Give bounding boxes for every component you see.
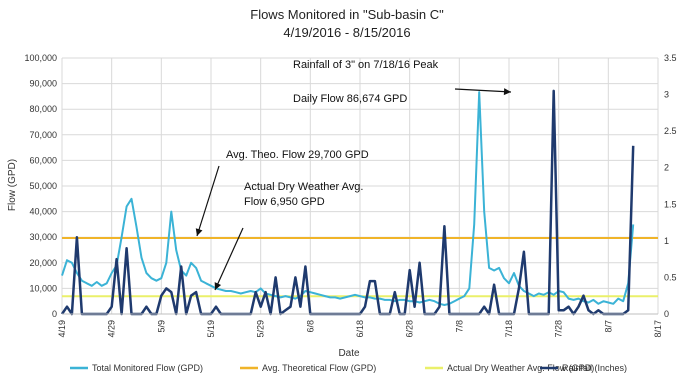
x-tick-label: 6/8 (305, 320, 315, 333)
annotation-peak-line-1: Rainfall of 3" on 7/18/16 Peak (293, 59, 439, 71)
y-tick-label: 80,000 (29, 104, 57, 114)
series-line-total-monitored-flow (61, 91, 635, 306)
annotation-dry-arrowhead (214, 282, 222, 290)
x-tick-label: 5/19 (206, 320, 216, 338)
annotation-peak-arrow (454, 88, 512, 93)
x-tick-label: 6/18 (355, 320, 365, 338)
y-tick-label: 10,000 (29, 283, 57, 293)
annotation-theo-arrow (196, 165, 220, 237)
y2-tick-label: 2 (664, 163, 669, 173)
x-tick-label: 6/28 (405, 320, 415, 338)
y-axis-label: Flow (GPD) (7, 159, 18, 211)
y2-tick-label: 0 (664, 309, 669, 319)
x-tick-label: 5/29 (256, 320, 266, 338)
y2-tick-label: 1 (664, 236, 669, 246)
legend-label: Actual Dry Weather Avg. Flow (GPD) (447, 363, 594, 373)
legend-label: Total Monitored Flow (GPD) (92, 363, 203, 373)
x-tick-label: 4/29 (107, 320, 117, 338)
y-tick-label: 40,000 (29, 207, 57, 217)
annotation-theo-line-1: Avg. Theo. Flow 29,700 GPD (226, 149, 369, 161)
y2-tick-label: 3.5 (664, 53, 677, 63)
chart-subtitle: 4/19/2016 - 8/15/2016 (283, 25, 410, 40)
annotations: Rainfall of 3" on 7/18/16 Peak Daily Flow… (195, 59, 512, 291)
y-tick-label: 60,000 (29, 155, 57, 165)
y-tick-label: 0 (52, 309, 57, 319)
x-tick-label: 7/18 (504, 320, 514, 338)
annotation-peak-line-2: Daily Flow 86,674 GPD (293, 93, 407, 105)
legend-label: Rainfall (Inches) (562, 363, 627, 373)
annotation-dry-arrow (214, 227, 244, 291)
y-tick-label: 100,000 (24, 53, 57, 63)
legend-label: Avg. Theoretical Flow (GPD) (262, 363, 376, 373)
chart-title: Flows Monitored in "Sub-basin C" (250, 7, 444, 22)
annotation-dry-line-1: Actual Dry Weather Avg. (244, 181, 363, 193)
x-tick-label: 7/8 (454, 320, 464, 333)
annotation-theo-arrowhead (195, 228, 203, 236)
grid (61, 57, 659, 315)
y-tick-label: 90,000 (29, 79, 57, 89)
x-axis-label: Date (338, 348, 360, 359)
y-tick-label: 30,000 (29, 232, 57, 242)
x-tick-label: 5/9 (156, 320, 166, 333)
legend: Total Monitored Flow (GPD) Avg. Theoretic… (70, 363, 627, 373)
y2-tick-label: 2.5 (664, 126, 677, 136)
x-tick-label: 4/19 (57, 320, 67, 338)
x-tick-label: 8/17 (653, 320, 663, 338)
axes: 0 10,000 20,000 30,000 40,000 50,000 60,000 70,… (24, 53, 676, 338)
x-tick-label: 8/7 (603, 320, 613, 333)
y-tick-label: 20,000 (29, 258, 57, 268)
x-tick-label: 7/28 (554, 320, 564, 338)
y2-tick-label: 1.5 (664, 199, 677, 209)
annotation-peak-arrowhead (503, 88, 511, 96)
y-tick-label: 70,000 (29, 130, 57, 140)
series-line-rainfall (60, 89, 635, 316)
y-tick-label: 50,000 (29, 181, 57, 191)
y2-tick-label: 0.5 (664, 272, 677, 282)
annotation-dry-line-2: Flow 6,950 GPD (244, 196, 325, 208)
y2-tick-label: 3 (664, 90, 669, 100)
